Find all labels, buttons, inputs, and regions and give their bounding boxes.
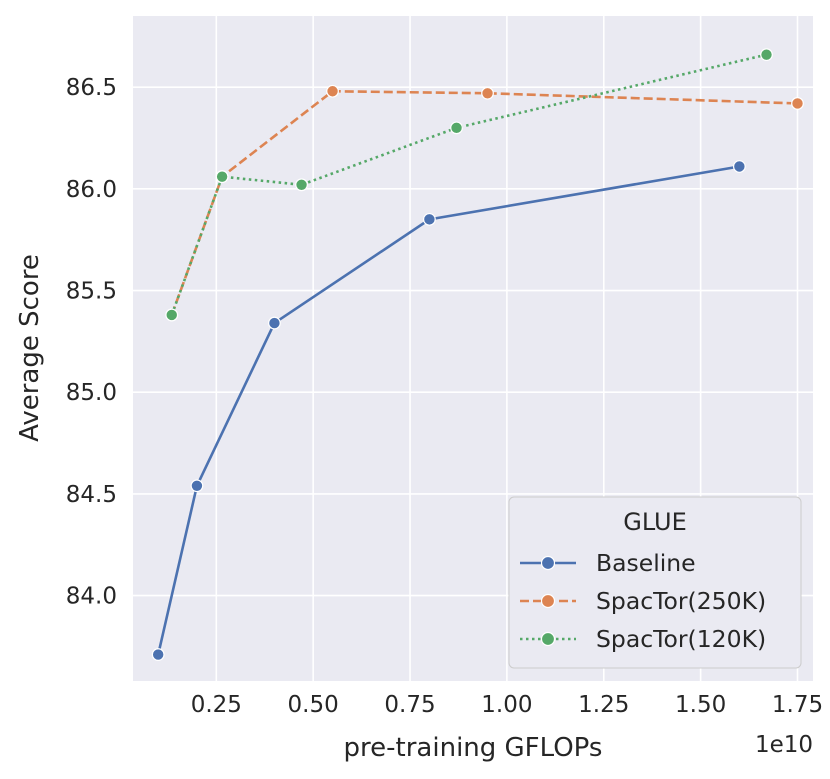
y-tick-labels: 84.0 84.5 85.0 85.5 86.0 86.5 (66, 75, 117, 609)
legend: GLUE Baseline SpacTor(250K) SpacTor(120K) (508, 496, 802, 669)
data-point (326, 84, 339, 98)
data-point (732, 160, 746, 173)
legend-marker (540, 593, 556, 609)
y-tick-label: 86.0 (66, 177, 117, 203)
x-tick-label: 0.25 (191, 692, 242, 718)
data-point (268, 316, 281, 330)
x-tick-labels: 0.25 0.50 0.75 1.00 1.25 1.50 1.75 (191, 692, 823, 718)
x-tick-label: 0.50 (288, 692, 339, 718)
x-axis-label: pre-training GFLOPs (344, 733, 603, 763)
series-lines (151, 48, 804, 661)
data-point (760, 48, 773, 62)
legend-marker (540, 631, 556, 647)
data-point (791, 97, 804, 110)
x-tick-label: 1.75 (772, 692, 823, 718)
legend-marker (540, 555, 556, 571)
y-tick-label: 85.0 (66, 380, 117, 406)
x-tick-label: 1.25 (578, 692, 629, 718)
data-point (165, 308, 179, 322)
y-tick-label: 85.5 (66, 279, 117, 305)
data-point (295, 178, 308, 192)
legend-box (508, 496, 802, 669)
x-tick-label: 0.75 (384, 692, 435, 718)
legend-label: Baseline (596, 549, 696, 577)
legend-title: GLUE (623, 508, 687, 536)
y-tick-label: 84.0 (66, 584, 117, 610)
legend-items: Baseline SpacTor(250K) SpacTor(120K) (520, 549, 766, 653)
data-point (215, 170, 229, 184)
x-tick-label: 1.00 (481, 692, 532, 718)
y-axis-label: Average Score (15, 254, 45, 442)
grid (133, 16, 813, 681)
y-tick-label: 84.5 (66, 482, 117, 508)
data-point (190, 479, 204, 493)
x-offset-label: 1e10 (755, 732, 813, 758)
legend-label: SpacTor(250K) (596, 587, 766, 615)
y-tick-label: 86.5 (66, 75, 117, 101)
data-point (423, 212, 436, 226)
data-point (151, 648, 165, 661)
x-tick-label: 1.50 (675, 692, 726, 718)
data-point (481, 86, 494, 100)
data-point (450, 121, 463, 135)
series-line-2 (170, 53, 767, 316)
legend-label: SpacTor(120K) (596, 625, 766, 653)
